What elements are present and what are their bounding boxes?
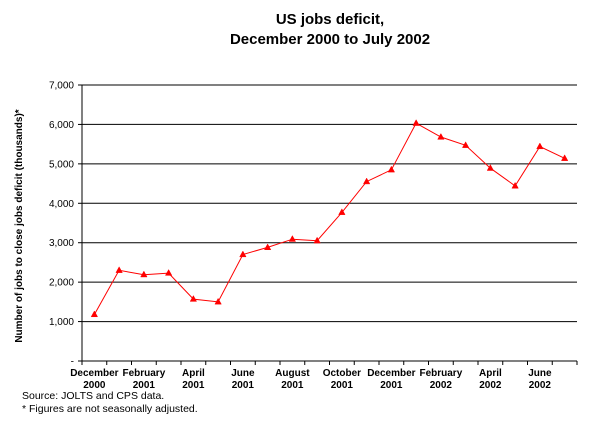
- x-tick-label: 2002: [479, 380, 502, 391]
- x-tick-label: 2001: [281, 380, 304, 391]
- tick-labels: - 1,000 2,000 3,000 4,000 5,000 6,000 7,000 Dece…: [49, 81, 552, 392]
- x-tick-label: 2001: [182, 380, 205, 391]
- y-axis-title: Number of jobs to close jobs deficit (th…: [14, 109, 25, 342]
- data-point: [288, 235, 296, 242]
- series-line: [93, 122, 565, 315]
- x-tick-label: 2002: [430, 380, 453, 391]
- x-tick-label: April: [479, 368, 502, 379]
- chart-title: US jobs deficit, December 2000 to July 2…: [0, 10, 600, 50]
- seasonal-adjustment-footnote: * Figures are not seasonally adjusted.: [22, 403, 198, 415]
- data-point: [511, 181, 519, 189]
- source-footnote: Source: JOLTS and CPS data.: [22, 390, 165, 402]
- y-tick-label: 5,000: [49, 159, 74, 170]
- data-point: [412, 119, 420, 126]
- data-point: [561, 154, 569, 161]
- data-point: [115, 266, 123, 273]
- x-tick-label: 2000: [83, 380, 106, 391]
- data-point: [313, 236, 321, 244]
- y-tick-label: 7,000: [49, 81, 74, 92]
- y-tick-label: 6,000: [49, 120, 74, 131]
- series: [90, 119, 569, 318]
- gridlines: [82, 84, 577, 323]
- data-point: [486, 164, 494, 171]
- data-point: [239, 250, 247, 258]
- data-point: [536, 142, 544, 150]
- x-tick-label: 2001: [380, 380, 403, 391]
- x-tick-label: February: [122, 368, 165, 379]
- x-tick-label: April: [182, 368, 205, 379]
- x-tick-label: 2001: [133, 380, 156, 391]
- x-tick-label: February: [419, 368, 462, 379]
- data-point: [140, 270, 148, 278]
- y-tick-label: 3,000: [49, 238, 74, 249]
- data-point: [264, 243, 272, 250]
- data-point: [462, 141, 470, 148]
- y-tick-label: 4,000: [49, 199, 74, 210]
- chart-title-line-2: December 2000 to July 2002: [229, 31, 431, 48]
- data-point: [437, 133, 445, 140]
- y-tick-label: -: [71, 357, 74, 368]
- x-tick-label: June: [231, 368, 255, 379]
- axes: [78, 84, 578, 365]
- data-point: [90, 310, 98, 318]
- data-point: [165, 269, 173, 276]
- data-point: [214, 297, 222, 305]
- chart-title-line-1: US jobs deficit,: [275, 11, 385, 28]
- data-point: [387, 165, 395, 173]
- y-tick-label: 1,000: [49, 317, 74, 328]
- x-tick-label: December: [367, 368, 415, 379]
- x-tick-label: 2001: [331, 380, 354, 391]
- y-tick-label: 2,000: [49, 278, 74, 289]
- x-tick-label: June: [528, 368, 552, 379]
- x-tick-label: August: [275, 368, 310, 379]
- x-tick-label: October: [323, 368, 361, 379]
- data-point: [363, 177, 371, 185]
- x-tick-label: 2002: [529, 380, 552, 391]
- data-point: [338, 208, 346, 215]
- x-tick-label: 2001: [232, 380, 255, 391]
- x-tick-label: December: [70, 368, 118, 379]
- data-point: [189, 295, 197, 302]
